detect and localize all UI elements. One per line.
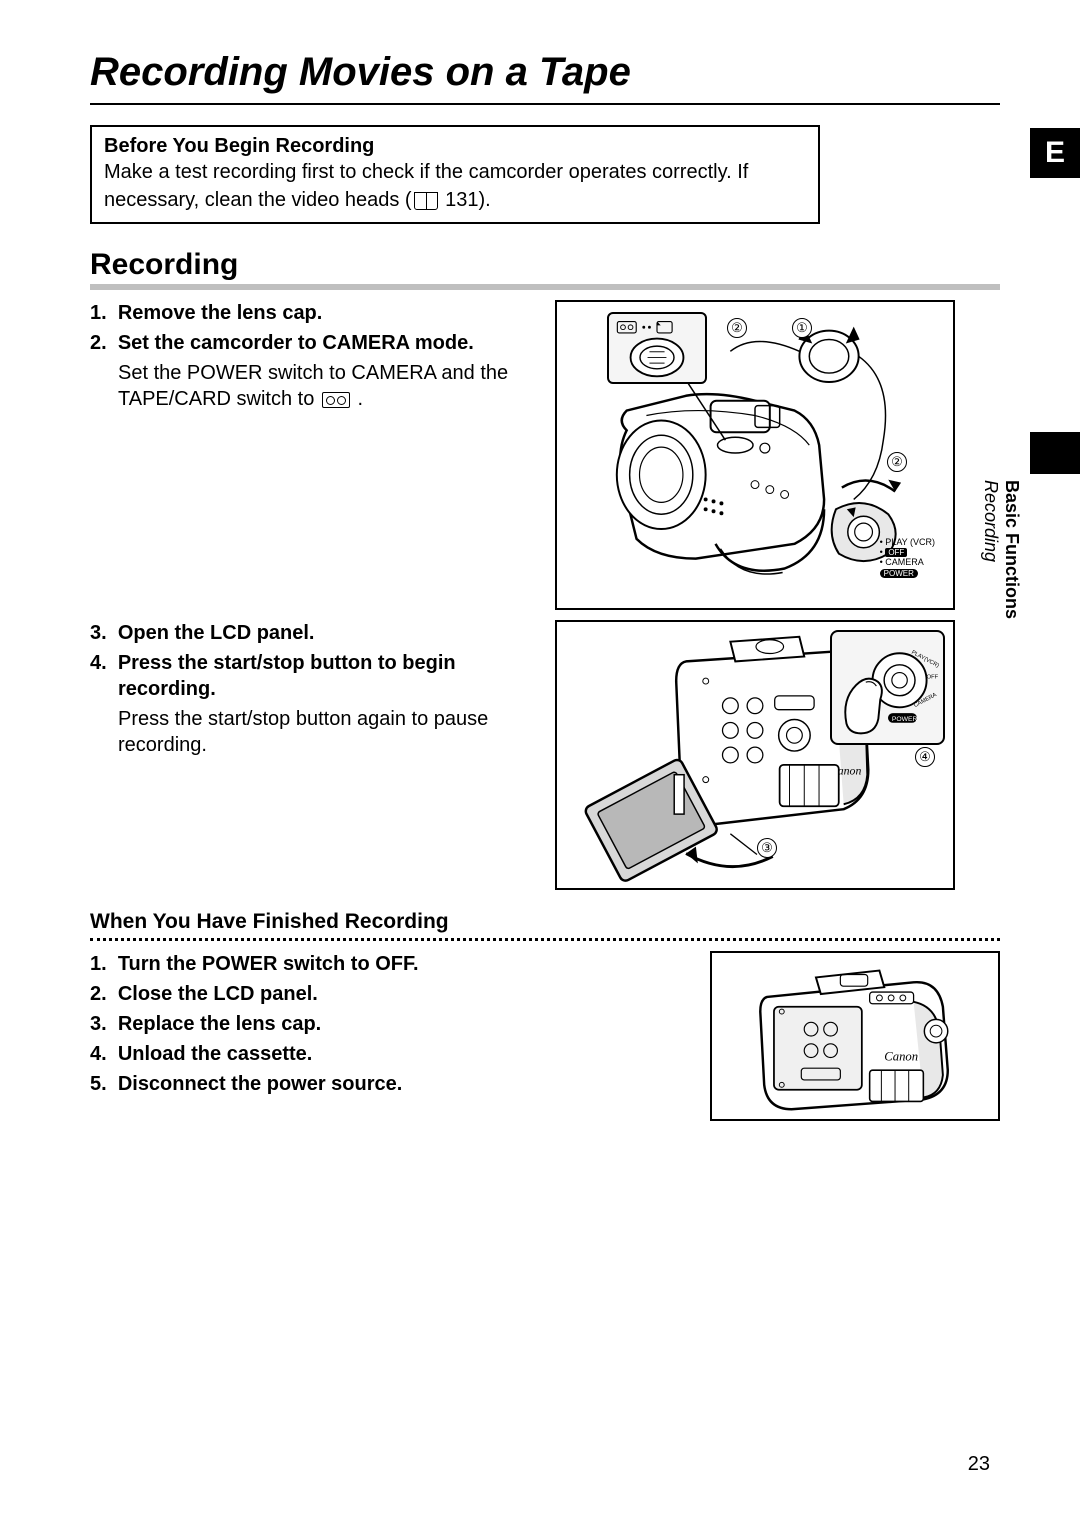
power-switch-labels: • PLAY (VCR) • OFF • CAMERA POWER bbox=[880, 537, 935, 578]
finish-step-2: 2. Close the LCD panel. bbox=[90, 981, 535, 1007]
callout-4: ④ bbox=[915, 747, 935, 767]
steps-list-2: 3. Open the LCD panel. 4. Press the star… bbox=[90, 620, 535, 758]
tape-icon bbox=[322, 392, 350, 408]
callout-2-side: ② bbox=[887, 452, 907, 472]
recording-header: Recording bbox=[90, 248, 1000, 290]
steps-list-1: 1. Remove the lens cap. 2. Set the camco… bbox=[90, 300, 535, 412]
dotted-divider bbox=[90, 938, 1000, 941]
diagram-camera-mode: ② ① ② bbox=[555, 300, 955, 610]
finish-step-1: 1. Turn the POWER switch to OFF. bbox=[90, 951, 535, 977]
step-2-sub: Set the POWER switch to CAMERA and the T… bbox=[118, 360, 535, 412]
step-4-sub: Press the start/stop button again to pau… bbox=[118, 706, 535, 758]
page-number: 23 bbox=[968, 1453, 990, 1476]
page-title: Recording Movies on a Tape bbox=[90, 50, 1000, 105]
callout-1: ① bbox=[792, 318, 812, 338]
step-3: 3. Open the LCD panel. bbox=[90, 620, 535, 646]
finish-step-5: 5. Disconnect the power source. bbox=[90, 1071, 535, 1097]
language-tab: E bbox=[1030, 128, 1080, 178]
finish-step-4: 4. Unload the cassette. bbox=[90, 1041, 535, 1067]
step-1: 1. Remove the lens cap. bbox=[90, 300, 535, 326]
svg-text:POWER: POWER bbox=[892, 716, 918, 723]
callout-3: ③ bbox=[757, 838, 777, 858]
section-marker bbox=[1030, 432, 1080, 474]
manual-ref-icon bbox=[414, 192, 438, 210]
svg-text:Canon: Canon bbox=[884, 1049, 918, 1063]
diagram-lcd-record: ③ ④ Canon bbox=[555, 620, 955, 890]
svg-text:OFF: OFF bbox=[927, 674, 939, 680]
before-text: Make a test recording first to check if … bbox=[104, 158, 806, 214]
callout-2-top: ② bbox=[727, 318, 747, 338]
finish-steps: 1. Turn the POWER switch to OFF. 2. Clos… bbox=[90, 951, 535, 1097]
finish-step-3: 3. Replace the lens cap. bbox=[90, 1011, 535, 1037]
side-label-italic: Recording bbox=[981, 480, 1001, 562]
before-title: Before You Begin Recording bbox=[104, 135, 806, 158]
diagram-camcorder-closed: Canon bbox=[710, 951, 1000, 1121]
side-section-label: Basic Functions Recording bbox=[980, 480, 1022, 619]
side-label-bold: Basic Functions bbox=[1002, 480, 1022, 619]
step-4: 4. Press the start/stop button to begin … bbox=[90, 650, 535, 758]
finished-recording-header: When You Have Finished Recording bbox=[90, 910, 1000, 934]
before-you-begin-box: Before You Begin Recording Make a test r… bbox=[90, 125, 820, 224]
step-2: 2. Set the camcorder to CAMERA mode. Set… bbox=[90, 330, 535, 412]
